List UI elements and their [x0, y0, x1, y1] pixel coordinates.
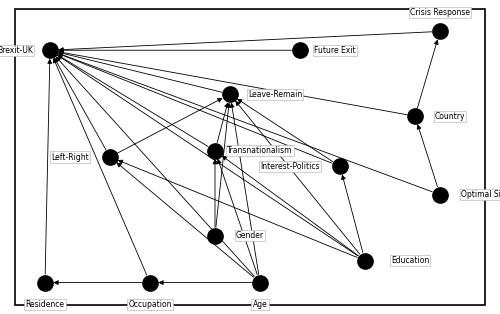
- Text: Left-Right: Left-Right: [51, 153, 89, 161]
- Text: Country: Country: [434, 112, 465, 121]
- Text: Optimal Size: Optimal Size: [460, 190, 500, 199]
- Text: Interest-Politics: Interest-Politics: [260, 162, 320, 171]
- Text: Future Exit: Future Exit: [314, 46, 356, 55]
- Text: Education: Education: [391, 256, 429, 265]
- Text: Crisis Response: Crisis Response: [410, 8, 470, 17]
- Text: Transnationalism: Transnationalism: [227, 146, 293, 155]
- Text: Occupation: Occupation: [128, 300, 172, 309]
- Text: Age: Age: [252, 300, 268, 309]
- Text: Brexit-UK: Brexit-UK: [0, 46, 33, 55]
- Text: Gender: Gender: [236, 231, 264, 240]
- Text: Leave-Remain: Leave-Remain: [248, 90, 302, 99]
- Text: Residence: Residence: [26, 300, 64, 309]
